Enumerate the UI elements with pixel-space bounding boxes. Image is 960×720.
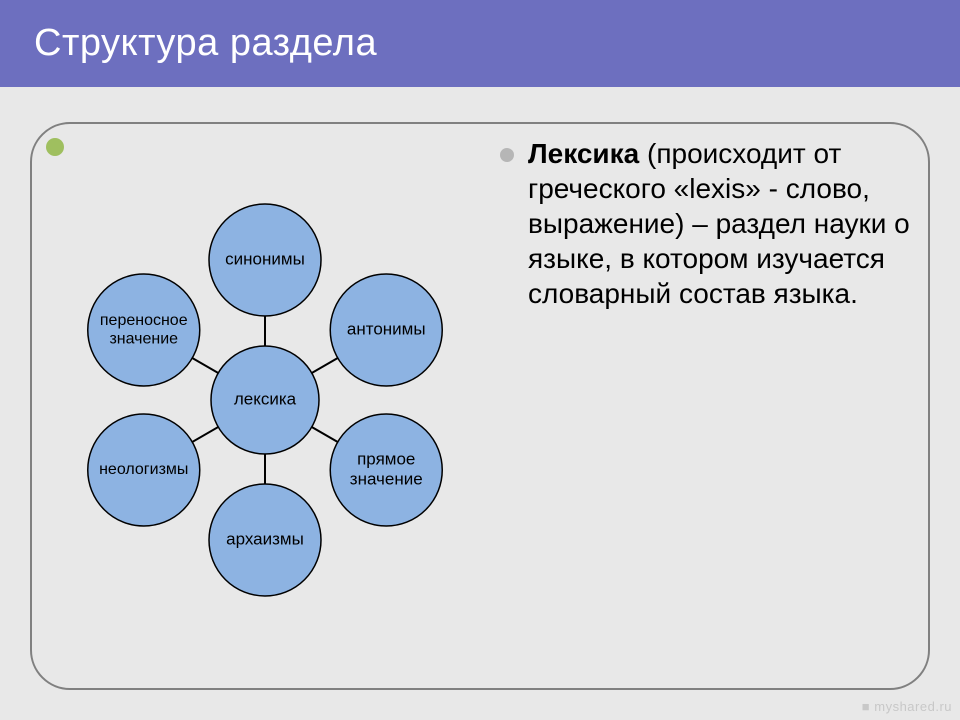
watermark-text: myshared.ru	[874, 699, 952, 714]
node-label: прямое	[357, 450, 415, 469]
slide: Структура раздела синонимы антонимы прямое…	[0, 0, 960, 720]
node-label: архаизмы	[226, 529, 304, 548]
diagram-area: синонимыантонимыпрямоезначениеархаизмыне…	[30, 110, 500, 690]
node-label: антонимы	[347, 319, 426, 338]
bullet-text: Лексика (происходит от греческого «lexis…	[528, 136, 910, 311]
text-column: Лексика (происходит от греческого «lexis…	[500, 110, 930, 690]
node-label: неологизмы	[99, 461, 188, 478]
node-label: переносное	[100, 312, 188, 329]
slide-title: Структура раздела	[0, 0, 960, 87]
diagram-node-n4: архаизмы	[209, 484, 321, 596]
bullet-icon	[500, 148, 514, 162]
diagram-node-n6: переносноезначение	[88, 274, 200, 386]
radial-diagram: синонимыантонимыпрямоезначениеархаизмыне…	[30, 110, 500, 670]
bullet-bold: Лексика	[528, 138, 639, 169]
diagram-node-n2: антонимы	[330, 274, 442, 386]
frame-accent-dot	[46, 138, 64, 156]
diagram-node-n1: синонимы	[209, 204, 321, 316]
node-label: синонимы	[225, 249, 305, 268]
node-label: значение	[350, 469, 423, 488]
diagram-center-node: лексика	[211, 346, 319, 454]
node-label: лексика	[234, 389, 297, 408]
watermark-logo-icon: ■	[862, 699, 870, 714]
diagram-node-n5: неологизмы	[88, 414, 200, 526]
diagram-node-n3: прямоезначение	[330, 414, 442, 526]
bullet-item: Лексика (происходит от греческого «lexis…	[500, 136, 910, 311]
node-label: значение	[109, 330, 178, 347]
content-area: синонимыантонимыпрямоезначениеархаизмыне…	[30, 110, 930, 690]
watermark: ■ myshared.ru	[862, 699, 952, 714]
